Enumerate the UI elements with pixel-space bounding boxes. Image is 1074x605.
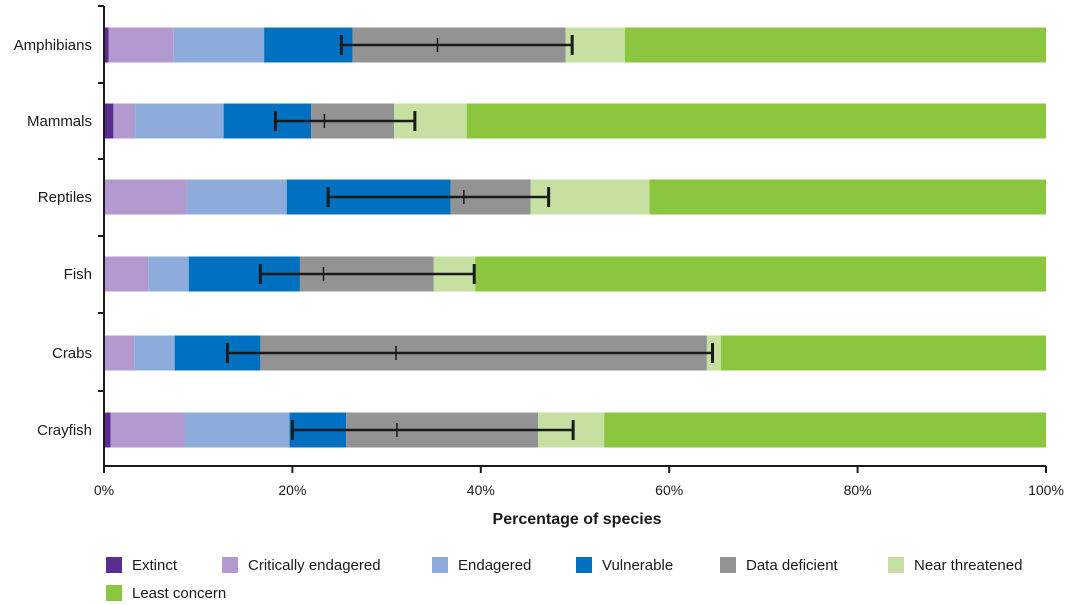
bar-amphibians-endagered [173,27,265,63]
bar-crayfish-endagered [185,412,290,448]
legend-label: Critically endagered [248,557,381,574]
legend-label: Endagered [458,557,531,574]
bar-amphibians-extinct [104,27,109,63]
x-tick-label: 100% [1028,482,1064,498]
x-tick-label: 80% [844,482,872,498]
bars-layer [104,27,1046,448]
bar-reptiles-near-threatened [530,179,650,215]
bar-amphibians-least-concern [624,27,1046,63]
legend-label: Least concern [132,585,226,602]
x-tick-label: 40% [467,482,495,498]
x-tick-label: 0% [94,482,114,498]
x-tick-label: 20% [278,482,306,498]
bar-mammals-least-concern [466,103,1046,139]
bar-reptiles-least-concern [649,179,1046,215]
bar-fish-endagered [148,256,189,292]
bar-crabs-least-concern [721,335,1046,371]
bar-reptiles-critically-endagered [104,179,187,215]
legend-label: Vulnerable [602,557,673,574]
category-label: Mammals [27,113,92,130]
legend-swatch [720,557,736,573]
x-tick-label: 60% [655,482,683,498]
category-label: Crayfish [37,422,92,439]
legend-swatch [106,585,122,601]
bar-mammals-critically-endagered [113,103,136,139]
legend-swatch [576,557,592,573]
legend-label: Near threatened [914,557,1022,574]
bar-crayfish-critically-endagered [110,412,186,448]
bar-crayfish-least-concern [604,412,1046,448]
bar-mammals-extinct [104,103,114,139]
category-label: Fish [64,266,92,283]
legend-swatch [222,557,238,573]
category-label: Crabs [52,345,92,362]
axes-layer [98,5,1047,473]
legend-swatch [106,557,122,573]
bar-amphibians-critically-endagered [108,27,174,63]
bar-crayfish-extinct [104,412,111,448]
labels-layer: Amphibians Mammals Reptiles Fish Crabs Crayfi… [14,37,1064,498]
bar-fish-critically-endagered [104,256,149,292]
bar-crabs-critically-endagered [104,335,135,371]
x-axis-title: Percentage of species [493,511,662,528]
legend: Extinct Critically endagered Endagered Vuln… [106,557,1022,602]
bar-fish-least-concern [475,256,1046,292]
legend-swatch [432,557,448,573]
bar-mammals-endagered [135,103,224,139]
bar-amphibians-vulnerable [264,27,353,63]
legend-label: Extinct [132,557,178,574]
category-label: Reptiles [38,189,92,206]
error-bars-layer [225,35,715,440]
bar-reptiles-endagered [186,179,287,215]
bar-crabs-endagered [134,335,175,371]
legend-swatch [888,557,904,573]
bar-amphibians-near-threatened [565,27,625,63]
legend-label: Data deficient [746,557,839,574]
category-label: Amphibians [14,37,92,54]
